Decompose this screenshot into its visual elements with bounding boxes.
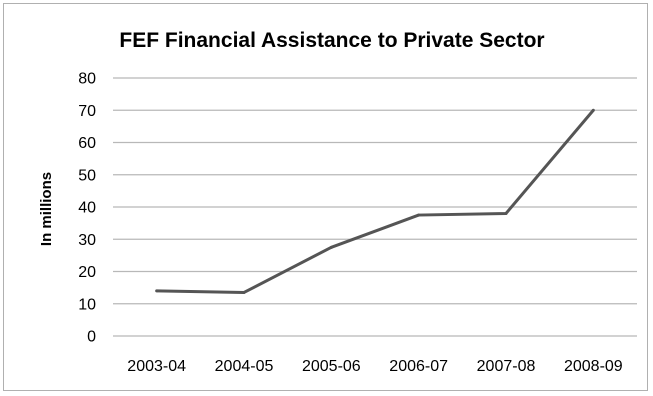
x-axis-ticks: 2003-04 2004-05 2005-06 2006-07 2007-08 2008-…	[127, 358, 622, 375]
x-tick-label: 2003-04	[127, 358, 186, 375]
data-point-2008-09	[591, 108, 595, 112]
data-point-2003-04	[155, 289, 159, 293]
y-axis-ticks: 0 10 20 30 40 50 60 70 80	[78, 71, 96, 346]
series-layer	[155, 108, 595, 294]
chart-frame	[3, 3, 648, 391]
y-tick-label: 0	[87, 329, 96, 346]
x-tick-label: 2004-05	[215, 358, 274, 375]
y-axis-label: In millions	[38, 172, 55, 246]
series-line-0	[156, 109, 595, 294]
y-tick-label: 50	[78, 167, 96, 184]
y-tick-label: 60	[78, 135, 96, 152]
x-tick-label: 2007-08	[477, 358, 536, 375]
y-tick-label: 70	[78, 103, 96, 120]
y-tick-label: 40	[78, 200, 96, 217]
data-point-2005-06	[329, 245, 333, 249]
y-tick-label: 10	[78, 296, 96, 313]
x-tick-label: 2005-06	[302, 358, 361, 375]
data-point-2004-05	[242, 290, 246, 294]
data-point-2006-07	[417, 213, 421, 217]
x-tick-label: 2006-07	[389, 358, 448, 375]
y-tick-label: 20	[78, 264, 96, 281]
x-tick-label: 2008-09	[564, 358, 623, 375]
data-point-2007-08	[504, 211, 508, 215]
chart-title: FEF Financial Assistance to Private Sect…	[119, 29, 544, 52]
gridlines	[113, 77, 637, 337]
y-tick-label: 80	[78, 71, 96, 88]
y-tick-label: 30	[78, 232, 96, 249]
